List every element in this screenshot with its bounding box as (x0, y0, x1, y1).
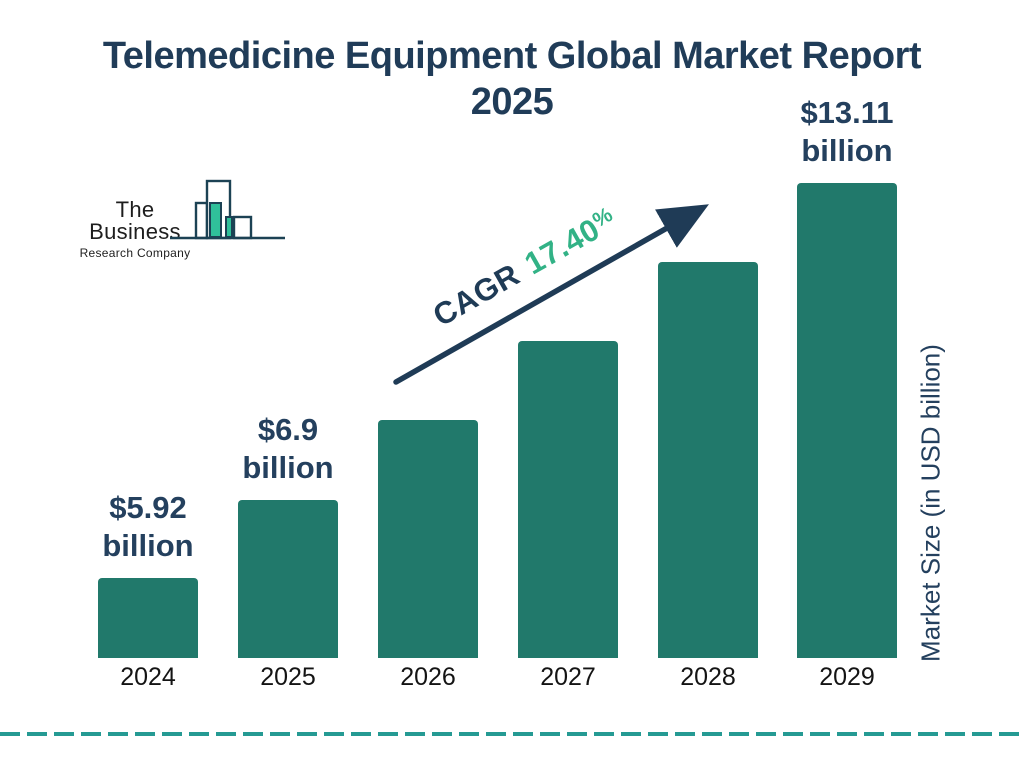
cagr-label: CAGR (427, 256, 526, 334)
value-label-2025: $6.9 billion (203, 411, 373, 487)
x-tick-label-2025: 2025 (260, 663, 316, 691)
value-amount: $13.11 (800, 95, 894, 130)
x-tick-label-2024: 2024 (120, 663, 176, 691)
value-unit: billion (102, 527, 194, 563)
x-tick-label-2029: 2029 (819, 663, 875, 691)
bar-2028 (658, 262, 758, 658)
cagr-spacer (522, 275, 532, 281)
bar-2025 (238, 500, 338, 658)
cagr-value: 17.40 (518, 211, 606, 282)
value-unit: billion (242, 449, 334, 485)
bar-2029 (797, 183, 897, 658)
logo-name: The Business (89, 197, 181, 244)
page-title: Telemedicine Equipment Global Market Rep… (0, 34, 1024, 125)
x-tick-label-2026: 2026 (400, 663, 456, 691)
value-amount: $5.92 (109, 490, 187, 525)
bar-2027 (518, 341, 618, 658)
value-unit: billion (801, 132, 893, 168)
logo-subname: Research Company (79, 246, 191, 260)
x-tick-label-2028: 2028 (680, 663, 736, 691)
bar-2024 (98, 578, 198, 658)
title-line-1: Telemedicine Equipment Global Market Rep… (102, 35, 922, 77)
cagr-annotation: CAGR17.40% (399, 186, 652, 350)
bottom-divider-dashed-line (0, 732, 1024, 736)
bar-2026 (378, 420, 478, 658)
company-logo-text: The Business Research Company (74, 197, 196, 261)
value-label-2024: $5.92 billion (63, 489, 233, 565)
y-axis-label: Market Size (in USD billion) (915, 344, 946, 662)
title-line-2: 2025 (470, 80, 554, 123)
x-tick-label-2027: 2027 (540, 663, 596, 691)
value-label-2029: $13.11 billion (762, 94, 932, 170)
value-amount: $6.9 (257, 412, 319, 447)
logo-bar-chart-icon (170, 179, 285, 240)
